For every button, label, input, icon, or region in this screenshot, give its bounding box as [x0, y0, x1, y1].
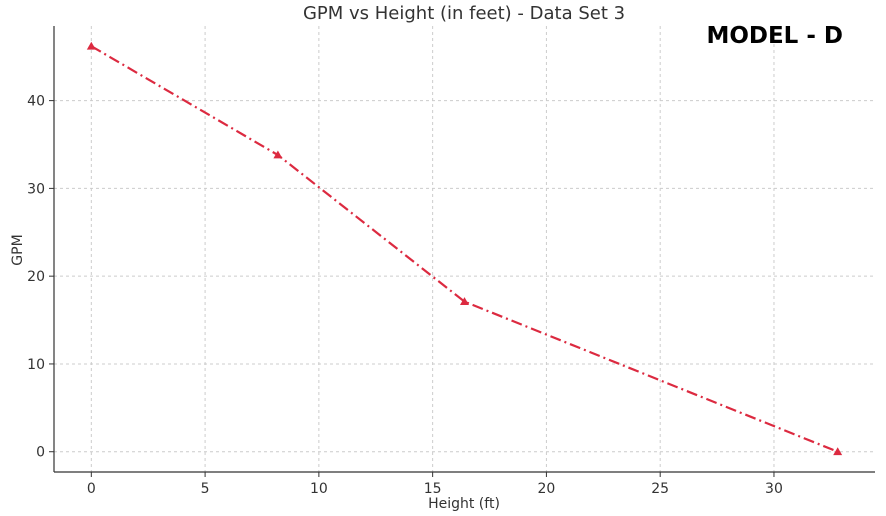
- x-tick-label: 20: [538, 481, 556, 497]
- y-tick-label: 10: [27, 357, 45, 373]
- y-tick-label: 30: [27, 181, 45, 197]
- data-point-marker: [833, 447, 843, 456]
- y-tick-label: 0: [36, 445, 45, 461]
- y-axis-label: GPM: [10, 234, 26, 265]
- data-point-marker: [460, 297, 469, 305]
- x-tick-label: 30: [765, 481, 783, 497]
- y-tick-label: 40: [27, 94, 45, 110]
- tick-marks: 0 5 10 15 20 25 30 0 10 20 30 40: [27, 94, 783, 497]
- gridlines: [54, 26, 875, 472]
- x-axis-label: Height (ft): [428, 496, 500, 512]
- y-tick-label: 20: [27, 269, 45, 285]
- x-tick-label: 15: [424, 481, 442, 497]
- x-tick-label: 25: [651, 481, 669, 497]
- series-layer: [86, 41, 843, 456]
- data-point-marker: [273, 150, 283, 159]
- x-tick-label: 0: [87, 481, 96, 497]
- x-tick-label: 10: [310, 481, 328, 497]
- series-line: [90, 45, 839, 453]
- x-tick-label: 5: [201, 481, 210, 497]
- model-annotation: MODEL - D: [706, 23, 843, 49]
- axes: [53, 26, 875, 473]
- chart-title: GPM vs Height (in feet) - Data Set 3: [303, 3, 625, 24]
- data-point-marker: [86, 41, 96, 50]
